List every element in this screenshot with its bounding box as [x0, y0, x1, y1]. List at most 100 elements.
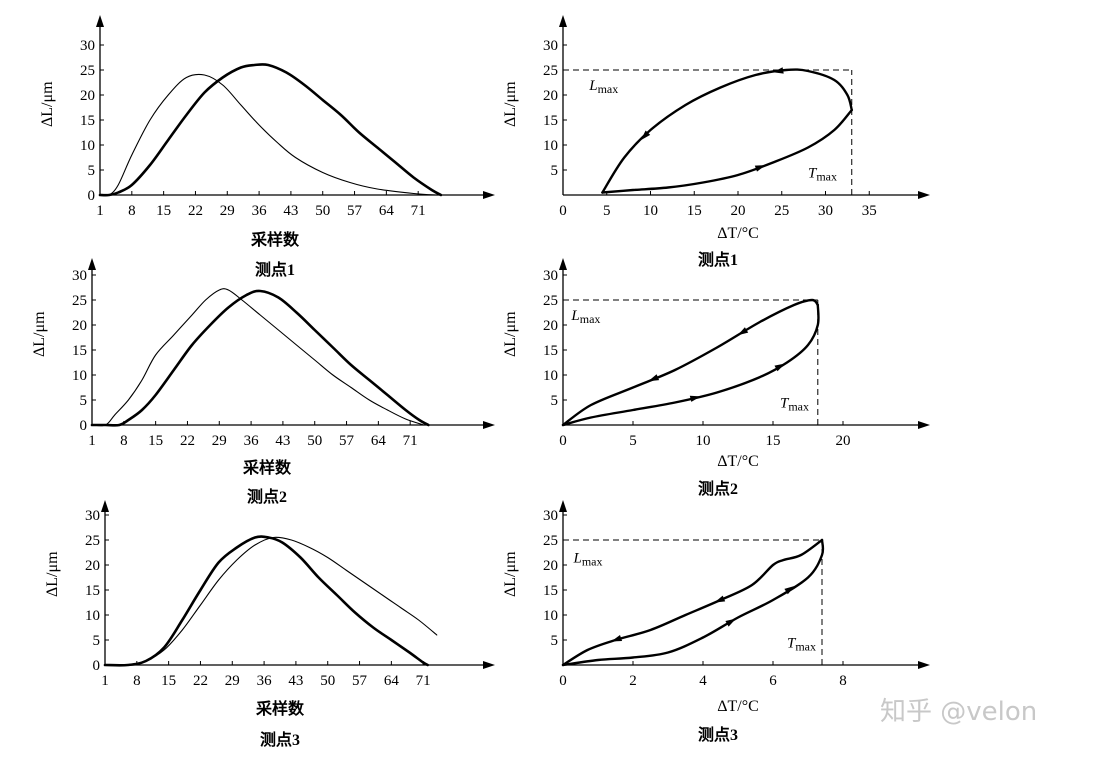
- chart5-y-tick-label: 0: [93, 658, 101, 674]
- chart3-x-tick-label: 15: [148, 433, 163, 449]
- chart2-direction-arrow: [640, 130, 651, 141]
- chart2-lmax-subscript: max: [598, 82, 619, 96]
- chart6-y-tick-label: 5: [551, 633, 559, 649]
- chart2-x-axis-arrow: [918, 191, 930, 199]
- chart3-x-tick-label: 1: [88, 433, 96, 449]
- chart2-x-axis-label: ΔT/°C: [717, 225, 759, 242]
- chart5-x-tick-label: 71: [416, 673, 431, 689]
- chart5-x-axis-arrow: [483, 661, 495, 669]
- chart5-y-tick-label: 10: [85, 608, 100, 624]
- chart4-x-axis-arrow: [918, 421, 930, 429]
- chart6-x-tick-label: 0: [559, 673, 567, 689]
- chart-panel-p3-temp: 0 2 4 6 8 5 10 15 20 25 30 ΔT/°C ΔL/μm 测点3 Lmax Tmax: [502, 500, 930, 744]
- chart6-y-axis-label: ΔL/μm: [502, 551, 519, 597]
- chart1-series-thin-line: [99, 73, 437, 197]
- chart2-tmax-subscript: max: [816, 170, 837, 184]
- chart6-y-tick-label: 10: [543, 608, 558, 624]
- chart3-y-tick-label: 30: [72, 268, 87, 284]
- chart-panel-p2-time: 1 8 15 22 29 36 43 50 57 64 71 0 5 10 15 20 25 30 采样数 ΔL/μm…: [31, 258, 495, 506]
- chart2-x-tick-label: 0: [559, 203, 567, 219]
- chart6-direction-arrow: [784, 585, 795, 595]
- chart2-y-tick-label: 15: [543, 113, 558, 129]
- chart3-caption: 测点2: [247, 487, 287, 506]
- chart2-x-tick-label: 15: [687, 203, 702, 219]
- chart6-x-tick-label: 4: [699, 673, 707, 689]
- chart4-series-heating-line: [561, 303, 820, 427]
- chart2-x-tick-label: 25: [774, 203, 789, 219]
- chart6-y-axis-arrow: [559, 500, 567, 512]
- chart2-direction-arrow: [754, 165, 766, 172]
- chart1-x-tick-label: 1: [96, 203, 104, 219]
- chart2-x-tick-label: 5: [603, 203, 611, 219]
- chart5-series-thin-line: [104, 536, 438, 666]
- chart-panel-p2-temp: 0 5 10 15 20 5 10 15 20 25 30 ΔT/°C ΔL/μm 测点2 Lmax Tmax: [502, 258, 930, 498]
- chart5-y-tick-label: 30: [85, 508, 100, 524]
- chart4-x-tick-label: 5: [629, 433, 637, 449]
- chart4-direction-arrow: [737, 327, 749, 336]
- chart6-x-axis-label: ΔT/°C: [717, 698, 759, 715]
- chart5-x-tick-label: 29: [225, 673, 240, 689]
- chart3-x-tick-label: 36: [244, 433, 260, 449]
- chart5-x-tick-label: 1: [101, 673, 109, 689]
- chart4-tmax-subscript: max: [788, 400, 809, 414]
- chart6-tmax-annotation: Tmax: [787, 636, 816, 654]
- chart1-x-tick-label: 71: [411, 203, 426, 219]
- chart1-y-tick-label: 0: [88, 188, 96, 204]
- chart6-caption: 测点3: [698, 725, 738, 744]
- chart5-y-tick-label: 5: [93, 633, 101, 649]
- chart5-x-tick-label: 64: [384, 673, 400, 689]
- chart3-y-axis-label: ΔL/μm: [31, 311, 48, 357]
- chart1-y-axis-arrow: [96, 15, 104, 27]
- chart3-y-tick-label: 20: [72, 318, 87, 334]
- chart4-direction-arrow: [774, 363, 786, 372]
- chart3-x-tick-label: 43: [275, 433, 290, 449]
- chart4-y-tick-label: 30: [543, 268, 558, 284]
- chart3-y-tick-label: 5: [80, 393, 88, 409]
- chart6-y-tick-label: 20: [543, 558, 558, 574]
- chart5-caption: 测点3: [260, 730, 300, 749]
- chart4-direction-arrow: [648, 374, 660, 382]
- chart4-tmax-annotation: Tmax: [780, 396, 809, 414]
- chart3-series-thick-line: [90, 289, 430, 427]
- chart3-x-axis-label: 采样数: [242, 458, 292, 477]
- chart4-y-axis-arrow: [559, 258, 567, 270]
- chart5-x-tick-label: 50: [320, 673, 335, 689]
- chart6-y-tick-label: 15: [543, 583, 558, 599]
- chart2-x-tick-label: 35: [862, 203, 877, 219]
- chart-panel-p3-time: 1 8 15 22 29 36 43 50 57 64 71 0 5 10 15 20 25 30 采样数 ΔL/μm…: [44, 500, 495, 749]
- chart1-x-tick-label: 22: [188, 203, 203, 219]
- chart5-x-tick-label: 22: [193, 673, 208, 689]
- chart6-direction-arrow: [714, 595, 726, 603]
- chart4-lmax-subscript: max: [580, 312, 601, 326]
- chart1-x-tick-label: 50: [315, 203, 330, 219]
- chart6-y-tick-label: 25: [543, 533, 558, 549]
- chart4-y-tick-label: 20: [543, 318, 558, 334]
- chart1-x-axis-arrow: [483, 191, 495, 199]
- chart3-x-tick-label: 71: [403, 433, 418, 449]
- chart1-y-tick-label: 15: [80, 113, 95, 129]
- chart3-series-thin-line: [91, 288, 425, 427]
- chart2-x-tick-label: 30: [818, 203, 833, 219]
- chart6-y-tick-label: 30: [543, 508, 558, 524]
- chart1-x-tick-label: 29: [220, 203, 235, 219]
- chart3-y-tick-label: 10: [72, 368, 87, 384]
- chart3-y-tick-label: 25: [72, 293, 87, 309]
- chart3-y-axis-arrow: [88, 258, 96, 270]
- chart4-x-tick-label: 15: [766, 433, 781, 449]
- chart6-x-tick-label: 8: [839, 673, 847, 689]
- chart4-y-axis-label: ΔL/μm: [502, 311, 519, 357]
- chart3-x-tick-label: 22: [180, 433, 195, 449]
- chart6-x-axis-arrow: [918, 661, 930, 669]
- chart1-y-axis-label: ΔL/μm: [39, 81, 56, 127]
- chart1-x-tick-label: 43: [283, 203, 298, 219]
- chart5-y-tick-label: 20: [85, 558, 100, 574]
- chart5-y-tick-label: 25: [85, 533, 100, 549]
- chart6-tmax-subscript: max: [795, 640, 816, 654]
- chart2-x-tick-label: 10: [643, 203, 658, 219]
- chart2-series-heating-line: [601, 108, 853, 194]
- chart4-y-tick-label: 15: [543, 343, 558, 359]
- chart4-x-tick-label: 20: [836, 433, 851, 449]
- chart6-direction-arrow: [725, 618, 736, 627]
- chart1-series-thick-line: [98, 63, 443, 197]
